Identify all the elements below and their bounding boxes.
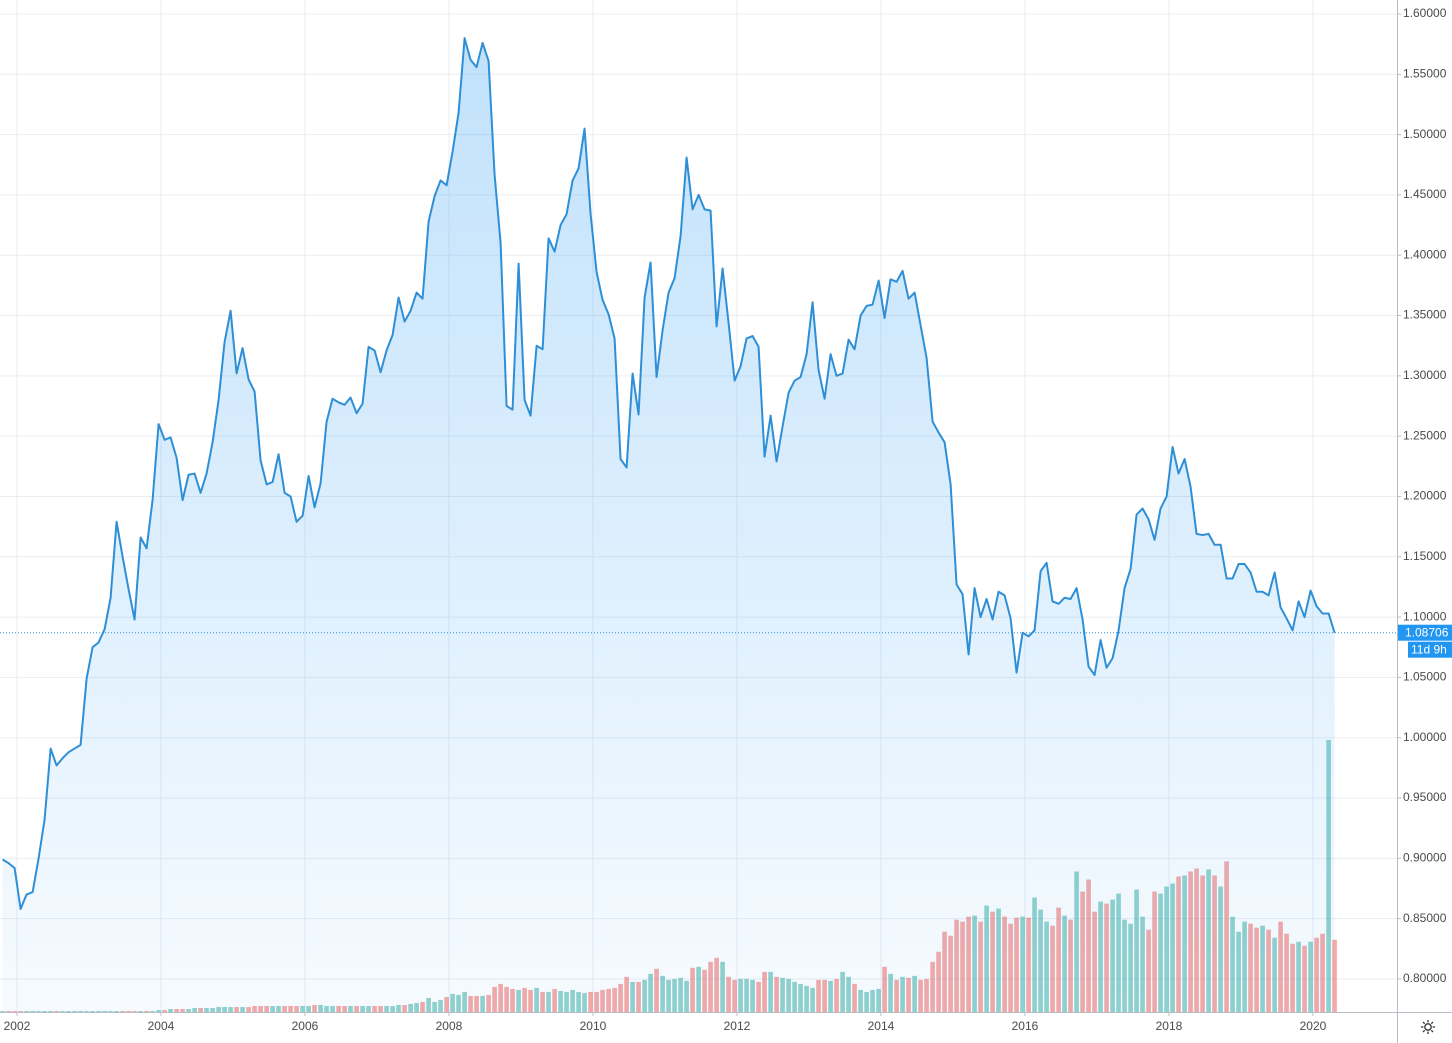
settings-icon-teeth — [1421, 1020, 1435, 1034]
x-tick-label: 2018 — [1156, 1019, 1183, 1033]
y-tick-label: 1.60000 — [1403, 6, 1447, 20]
y-tick-label: 0.90000 — [1403, 851, 1447, 865]
y-tick-label: 1.20000 — [1403, 489, 1447, 503]
x-tick-label: 2010 — [580, 1019, 607, 1033]
settings-icon[interactable] — [1421, 1020, 1435, 1034]
y-tick-label: 1.45000 — [1403, 187, 1447, 201]
countdown-label: 11d 9h — [1411, 642, 1447, 656]
countdown-box — [1408, 641, 1452, 658]
x-tick-label: 2020 — [1300, 1019, 1327, 1033]
last-price-box — [1398, 624, 1452, 641]
x-tick-label: 2008 — [436, 1019, 463, 1033]
x-tick-label: 2006 — [292, 1019, 319, 1033]
y-tick-label: 1.50000 — [1403, 127, 1447, 141]
y-tick-label: 1.25000 — [1403, 428, 1447, 442]
y-tick-label: 1.00000 — [1403, 730, 1447, 744]
y-tick-label: 1.40000 — [1403, 247, 1447, 261]
y-tick-label: 1.30000 — [1403, 368, 1447, 382]
y-tick-label: 0.95000 — [1403, 790, 1447, 804]
y-tick-label: 1.55000 — [1403, 66, 1447, 80]
y-tick-label: 1.35000 — [1403, 308, 1447, 322]
price-area — [2, 38, 1335, 1013]
y-tick-label: 1.05000 — [1403, 670, 1447, 684]
axes: 0.80000 0.85000 0.90000 0.95000 1.00000 1.050… — [4, 6, 1452, 1033]
x-tick-label: 2014 — [868, 1019, 895, 1033]
last-price-label: 1.08706 — [1405, 625, 1449, 639]
y-tick-label: 1.10000 — [1403, 609, 1447, 623]
plot — [0, 37, 1397, 1013]
y-tick-label: 1.15000 — [1403, 549, 1447, 563]
x-tick-label: 2016 — [1012, 1019, 1039, 1033]
y-tick-label: 0.85000 — [1403, 911, 1447, 925]
x-tick-label: 2002 — [4, 1019, 31, 1033]
x-tick-label: 2004 — [148, 1019, 175, 1033]
settings-icon-center — [1424, 1023, 1432, 1031]
x-tick-label: 2012 — [724, 1019, 751, 1033]
price-line — [2, 37, 1336, 910]
y-tick-label: 0.80000 — [1403, 971, 1447, 985]
